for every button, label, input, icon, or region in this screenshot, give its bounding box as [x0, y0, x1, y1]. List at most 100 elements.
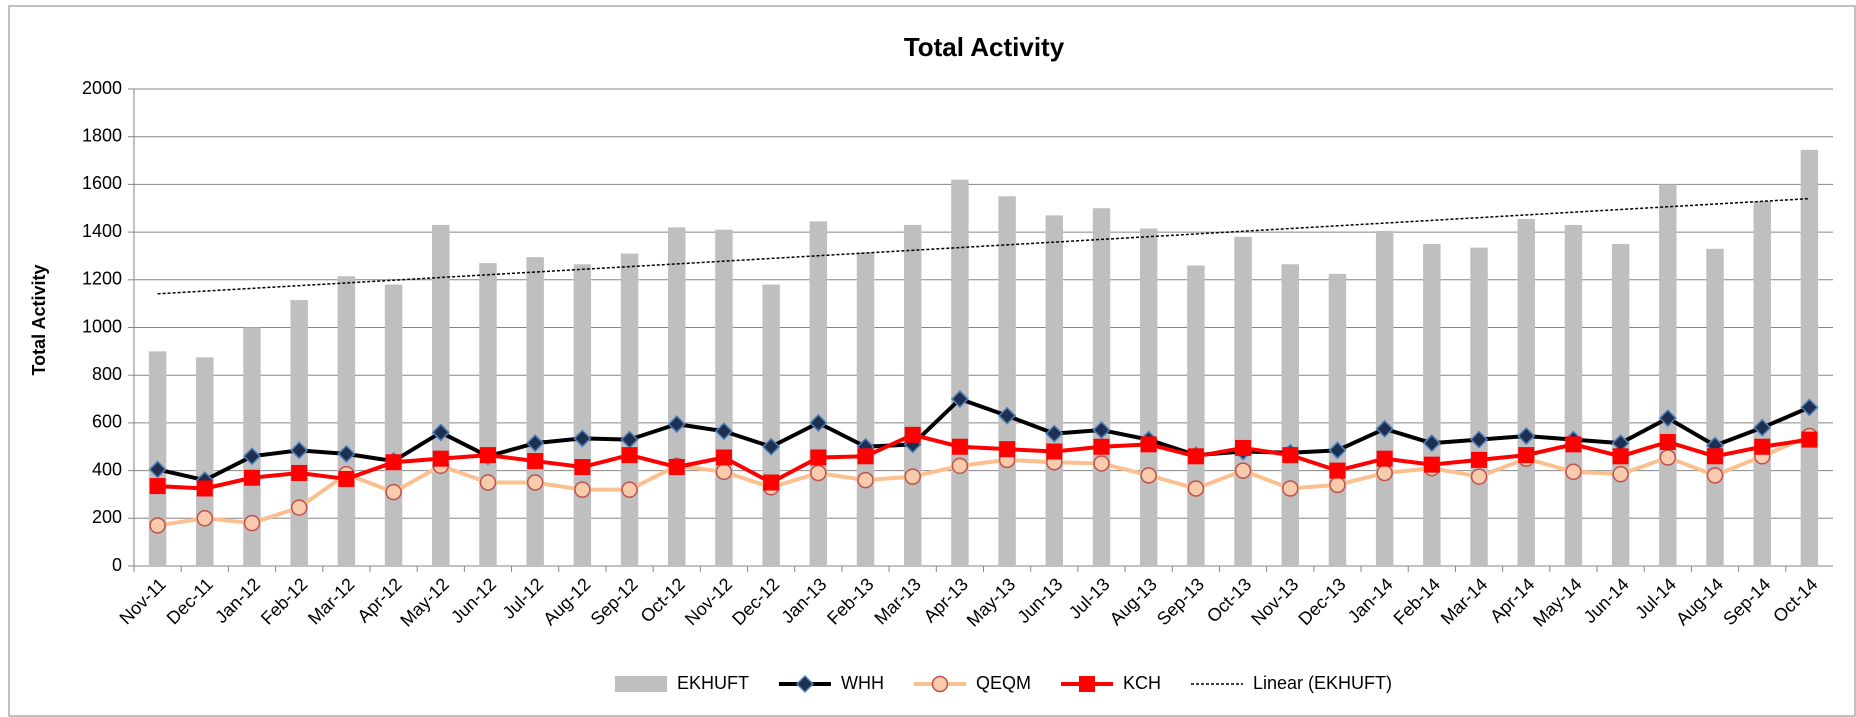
marker — [857, 471, 874, 489]
marker — [1517, 426, 1536, 446]
y-axis-label: Total Activity — [29, 264, 49, 375]
marker — [951, 438, 968, 455]
marker — [667, 415, 686, 434]
legend-marker — [795, 674, 815, 694]
y-tick-label: 1600 — [82, 173, 122, 193]
y-tick-label: 1800 — [82, 125, 122, 145]
marker — [668, 459, 685, 476]
marker — [1422, 434, 1441, 453]
bar — [290, 300, 308, 566]
marker — [1328, 441, 1347, 460]
marker — [1612, 465, 1629, 483]
y-tick-label: 600 — [92, 412, 122, 432]
bar — [1045, 215, 1064, 566]
marker — [338, 470, 355, 487]
marker — [291, 464, 308, 481]
marker — [1375, 419, 1394, 438]
marker — [1187, 480, 1205, 497]
marker — [1659, 433, 1676, 450]
marker — [1706, 467, 1724, 484]
marker — [857, 448, 874, 465]
bar — [196, 357, 214, 566]
marker — [1140, 436, 1157, 453]
marker — [149, 478, 166, 495]
bar — [1328, 273, 1347, 566]
bar — [668, 227, 686, 566]
y-tick-label: 200 — [92, 507, 122, 527]
legend-label: WHH — [841, 673, 884, 693]
marker — [1518, 447, 1535, 464]
marker — [1045, 424, 1064, 443]
bar — [809, 221, 828, 566]
marker — [809, 413, 828, 432]
legend: EKHUFT WHH QEQM KCH Linear (EKHUFT) — [614, 673, 1392, 694]
marker — [574, 481, 591, 498]
marker — [951, 457, 969, 475]
marker — [621, 481, 638, 498]
marker — [1469, 430, 1489, 449]
marker — [1093, 438, 1110, 455]
bar — [715, 229, 733, 566]
y-tick-label: 1400 — [82, 221, 122, 241]
bar — [1517, 218, 1535, 567]
trendline — [157, 197, 1810, 295]
bar — [1234, 236, 1252, 566]
marker — [1282, 480, 1299, 497]
marker — [1612, 448, 1629, 465]
marker — [810, 449, 827, 466]
legend-swatch — [614, 676, 667, 692]
bar — [1375, 230, 1394, 566]
marker — [1659, 449, 1677, 466]
marker — [148, 460, 167, 479]
bar — [1800, 149, 1819, 566]
legend-marker — [1078, 676, 1095, 692]
y-tick-label: 1000 — [82, 316, 122, 336]
bar — [951, 179, 969, 566]
bar — [243, 327, 261, 566]
marker — [243, 469, 260, 486]
marker — [290, 499, 308, 516]
marker — [763, 474, 780, 491]
bar — [432, 224, 450, 566]
bar — [526, 257, 544, 566]
marker — [762, 437, 781, 456]
marker — [385, 483, 402, 501]
marker — [385, 454, 402, 471]
marker — [714, 422, 733, 441]
marker — [1565, 436, 1582, 453]
marker — [290, 441, 309, 460]
marker — [526, 474, 544, 491]
bar — [1187, 265, 1205, 566]
marker — [149, 517, 166, 534]
bar — [1753, 201, 1771, 566]
bar — [998, 196, 1016, 566]
marker — [1801, 431, 1818, 448]
marker — [1093, 455, 1110, 472]
legend-label: KCH — [1123, 673, 1161, 693]
bar — [1092, 208, 1111, 566]
marker — [337, 444, 356, 463]
legend-marker — [931, 675, 949, 693]
marker — [715, 463, 733, 481]
bar — [1423, 244, 1441, 566]
marker — [1140, 467, 1157, 484]
marker — [1329, 476, 1346, 494]
y-tick-label: 0 — [112, 555, 122, 575]
bar — [856, 252, 875, 566]
bar — [1281, 264, 1299, 566]
marker — [526, 434, 545, 453]
marker — [1471, 451, 1488, 468]
marker — [479, 447, 496, 464]
marker — [1187, 448, 1204, 465]
bar — [1706, 248, 1724, 567]
legend-label: QEQM — [976, 673, 1031, 693]
bar — [479, 263, 497, 566]
y-tick-label: 2000 — [82, 78, 122, 98]
marker — [242, 447, 262, 466]
marker — [1235, 439, 1252, 456]
marker — [1753, 418, 1772, 437]
marker — [1423, 456, 1440, 473]
marker — [1282, 447, 1299, 464]
